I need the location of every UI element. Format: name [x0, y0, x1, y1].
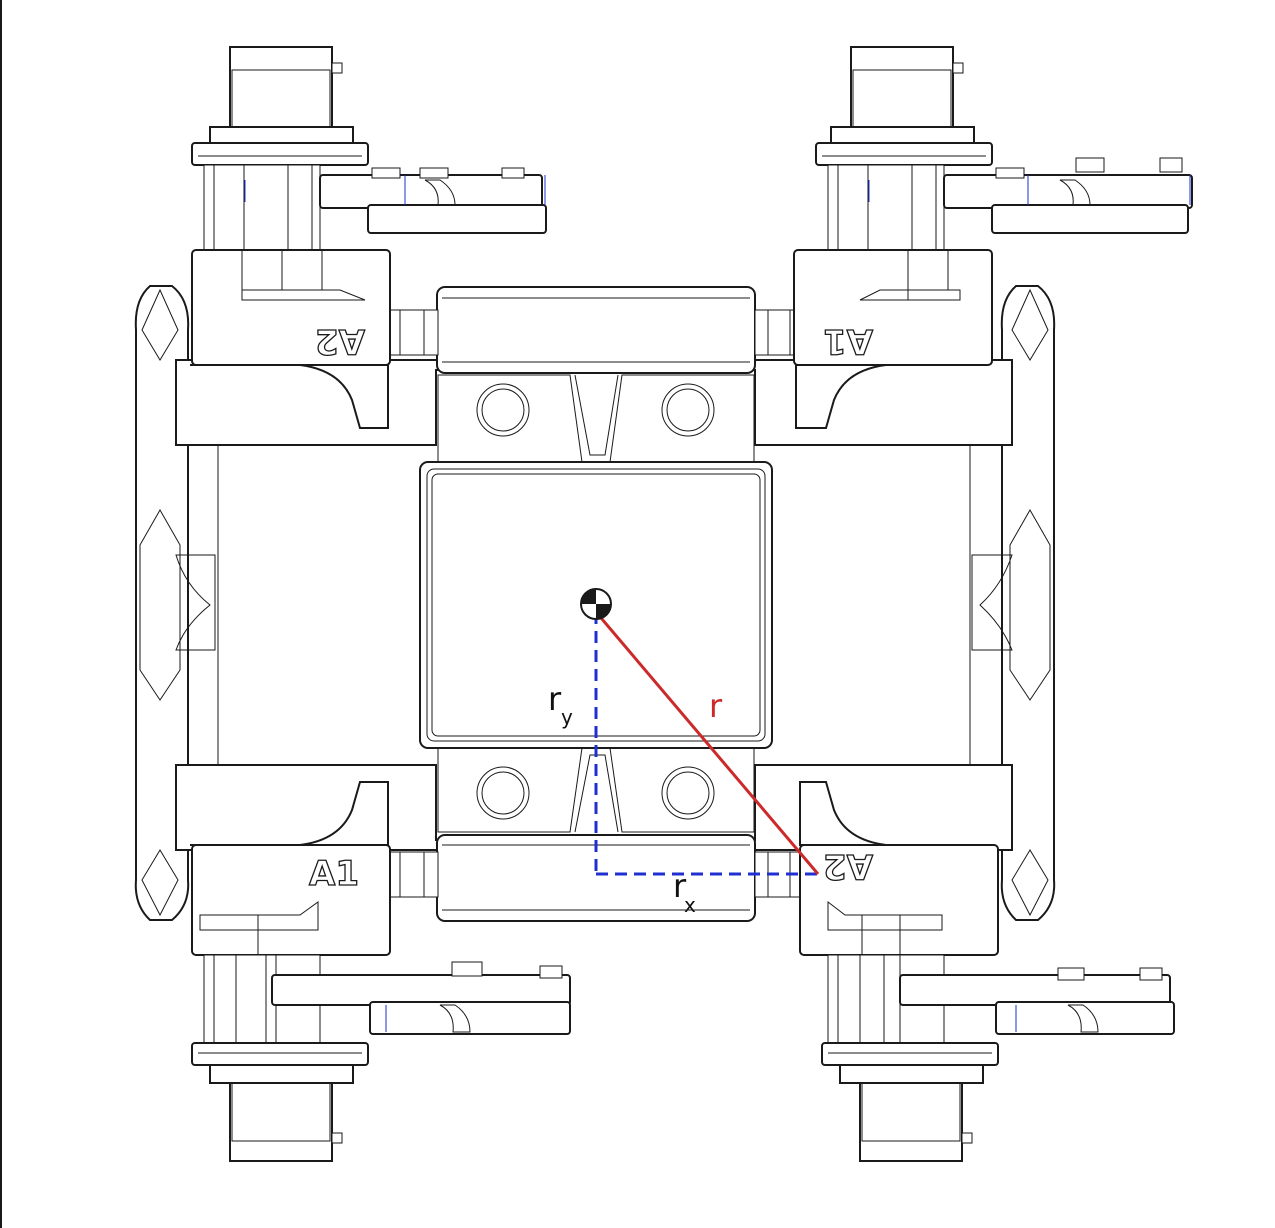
- center-of-mass-icon: [580, 588, 612, 620]
- r-line: [594, 611, 820, 875]
- side-rail-right: [969, 285, 1056, 921]
- module-label-bottom-right: A2: [823, 846, 873, 886]
- rx-subscript: x: [684, 893, 696, 917]
- radius-dimension: r r y r x: [548, 588, 820, 917]
- ry-subscript: y: [561, 705, 573, 729]
- ry-label: r: [548, 680, 562, 718]
- module-top-left: A2: [190, 46, 547, 429]
- module-label-top-left: A2: [315, 321, 365, 361]
- module-label-bottom-left: A1: [309, 854, 359, 894]
- rx-label: r: [673, 867, 687, 905]
- module-bottom-right: A2: [799, 781, 1175, 1162]
- module-label-top-right: A1: [823, 321, 873, 361]
- module-top-right: A1: [793, 46, 1193, 429]
- module-bottom-left: A1: [190, 781, 571, 1162]
- r-label: r: [709, 687, 723, 725]
